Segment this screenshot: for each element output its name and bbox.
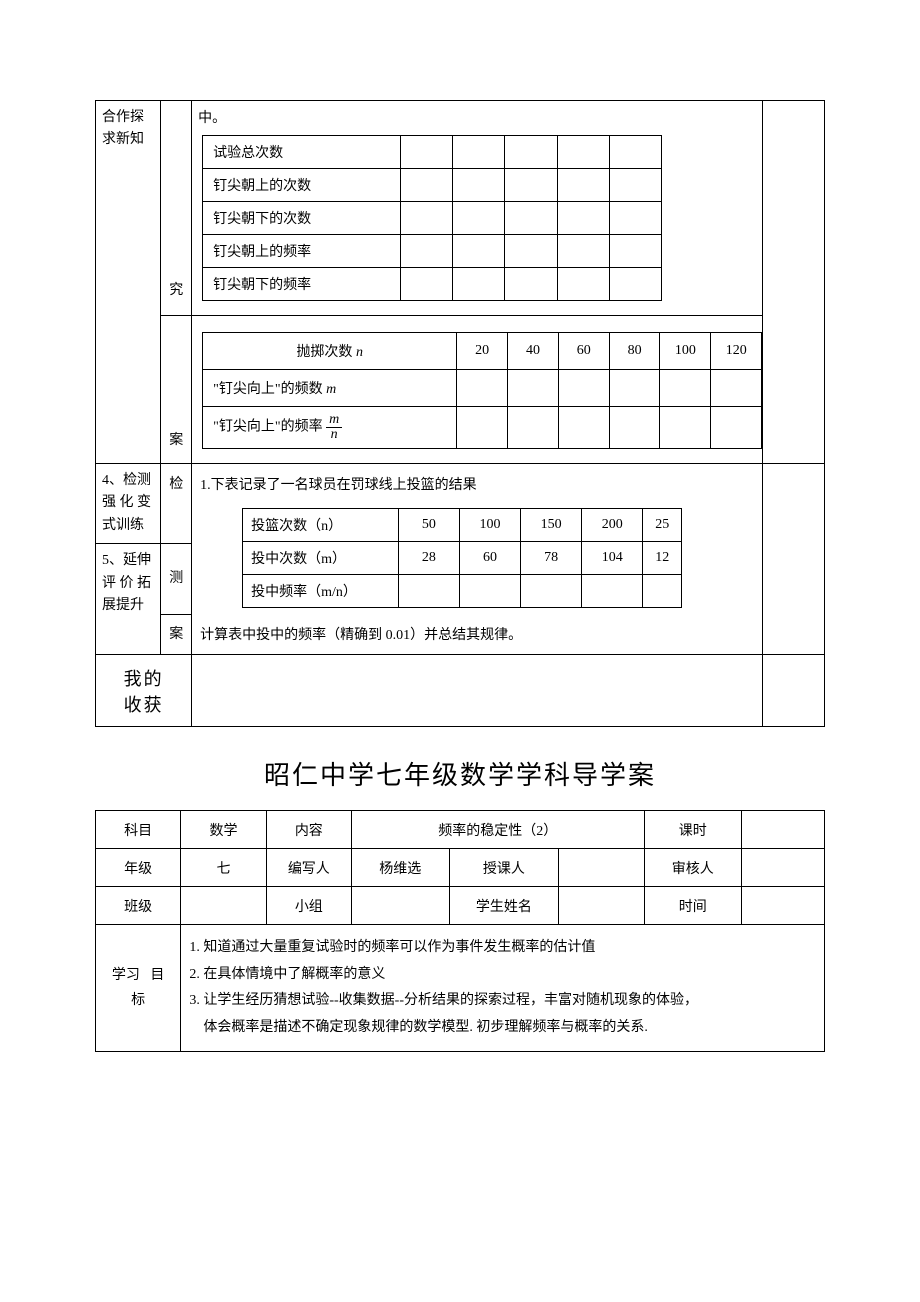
tc-r2c3: 104 [582,542,643,575]
tc-r2c1: 60 [459,542,520,575]
grade-value: 七 [181,849,266,887]
group-value [351,887,449,925]
reviewer-label: 审核人 [644,849,742,887]
class-value [181,887,266,925]
tableA-r1: 试验总次数 [203,136,401,169]
time-label: 时间 [644,887,742,925]
tableA-r1c3 [505,136,557,169]
tc-r1c4: 25 [643,509,682,542]
class-label: 班级 [96,887,181,925]
learn-content: 1. 知道通过大量重复试验时的频率可以作为事件发生概率的估计值 2. 在具体情境… [181,925,825,1052]
reviewer-value [742,849,825,887]
lecturer-label: 授课人 [449,849,559,887]
tb-c5: 120 [711,333,762,370]
tableA-r3: 钉尖朝下的次数 [203,202,401,235]
tableA-r1c4 [557,136,609,169]
tc-r1c2: 150 [521,509,582,542]
lecturer-value [559,849,644,887]
period-label: 课时 [644,811,742,849]
tc-r3-label: 投中频率（m/n） [243,575,399,608]
learn-item-0: 1. 知道通过大量重复试验时的频率可以作为事件发生概率的估计值 [189,935,816,962]
learn-item-2: 3. 让学生经历猜想试验--收集数据--分析结果的探索过程，丰富对随机现象的体验… [189,988,816,1015]
upper-main-table: 合作探求新知 究 中。 试验总次数 钉尖朝上的次数 钉尖朝下的次数 钉尖朝上的频… [95,100,825,727]
throw-table-b: 抛掷次数 n 20 40 60 80 100 120 "钉尖向上"的频数 m [202,332,762,449]
document-title: 昭仁中学七年级数学学科导学案 [95,755,825,792]
grade-label: 年级 [96,849,181,887]
upper-rightpad-1 [763,101,825,464]
tableB-rate-text: "钉尖向上"的频率 [213,420,322,435]
fraction-mn: m n [326,413,342,442]
tableA-r1c2 [452,136,504,169]
time-value [742,887,825,925]
learn-item-1: 2. 在具体情境中了解概率的意义 [189,962,816,989]
frac-num: m [326,413,342,428]
summary-line2: 收获 [96,691,191,717]
tb-c1: 40 [508,333,559,370]
content-value: 频率的稳定性（2） [351,811,644,849]
tableA-r2: 钉尖朝上的次数 [203,169,401,202]
tb-c4: 100 [660,333,711,370]
learn-l1: 学习 [112,968,140,983]
name-value [559,887,644,925]
tb-c3: 80 [609,333,660,370]
tableB-raterow: "钉尖向上"的频率 m n [203,407,457,449]
tableB-freq-var: m [326,382,336,397]
period-value [742,811,825,849]
tableB-freq-text: "钉尖向上"的频数 [213,382,322,397]
summary-content [192,655,763,727]
author-label: 编写人 [266,849,351,887]
content-cell-section2: 1.下表记录了一名球员在罚球线上投篮的结果 投篮次数（n） 50 100 150… [192,464,763,655]
tableA-r1c5 [609,136,661,169]
frac-den: n [326,428,342,442]
tc-r1c0: 50 [398,509,459,542]
section2-intro: 1.下表记录了一名球员在罚球线上投篮的结果 [192,470,762,500]
tableB-hdr-text: 抛掷次数 [296,345,352,360]
author-value: 杨维选 [351,849,449,887]
tc-r2c0: 28 [398,542,459,575]
learn-label: 学习 目 标 [96,925,181,1052]
text-before-tableA: 中。 [192,107,762,127]
tableA-r1c1 [400,136,452,169]
section-label-exploration: 合作探求新知 [96,101,161,464]
subject-label: 科目 [96,811,181,849]
tableB-hdr-var: n [356,345,363,360]
tableA-r4: 钉尖朝上的频率 [203,235,401,268]
vert-label-an1: 案 [161,316,192,464]
tableB-hdr: 抛掷次数 n [203,333,457,370]
content-cell-tableA: 中。 试验总次数 钉尖朝上的次数 钉尖朝下的次数 钉尖朝上的频率 钉尖朝下的频率 [192,101,763,316]
vert-label-an2: 案 [161,614,192,654]
vert-label-ce: 测 [161,544,192,615]
tableB-freqrow: "钉尖向上"的频数 m [203,370,457,407]
experiment-table-a: 试验总次数 钉尖朝上的次数 钉尖朝下的次数 钉尖朝上的频率 钉尖朝下的频率 [202,135,662,301]
tc-r1c3: 200 [582,509,643,542]
tc-r1-label: 投篮次数（n） [243,509,399,542]
tc-r2c4: 12 [643,542,682,575]
basketball-table: 投篮次数（n） 50 100 150 200 25 投中次数（m） 28 60 … [242,508,682,608]
summary-rightpad [763,655,825,727]
tc-r2-label: 投中次数（m） [243,542,399,575]
learn-l3: 标 [131,993,145,1008]
content-label: 内容 [266,811,351,849]
tc-r2c2: 78 [521,542,582,575]
summary-line1: 我的 [96,665,191,691]
learn-item-3: 体会概率是描述不确定现象规律的数学模型. 初步理解频率与概率的关系. [189,1015,816,1042]
name-label: 学生姓名 [449,887,559,925]
vert-label-jian: 检 [161,464,192,544]
meta-table: 科目 数学 内容 频率的稳定性（2） 课时 年级 七 编写人 杨维选 授课人 审… [95,810,825,1052]
section-label-test: 4、检测 强 化 变式训练 [96,464,161,544]
section-label-extend: 5、延伸 评 价 拓展提升 [96,544,161,655]
group-label: 小组 [266,887,351,925]
upper-rightpad-2 [763,464,825,655]
tb-c2: 60 [558,333,609,370]
learn-l2: 目 [150,968,164,983]
section2-conclusion: 计算表中投中的频率（精确到 0.01）并总结其规律。 [192,616,762,648]
tb-c0: 20 [457,333,508,370]
tc-r1c1: 100 [459,509,520,542]
tableA-r5: 钉尖朝下的频率 [203,268,401,301]
summary-label: 我的 收获 [96,655,192,727]
content-cell-tableB: 抛掷次数 n 20 40 60 80 100 120 "钉尖向上"的频数 m [192,316,763,464]
subject-value: 数学 [181,811,266,849]
vert-label-jiu: 究 [161,101,192,316]
